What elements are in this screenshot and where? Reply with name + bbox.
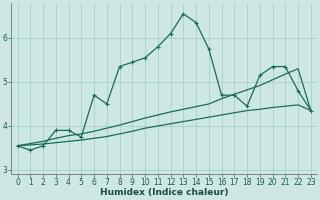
X-axis label: Humidex (Indice chaleur): Humidex (Indice chaleur) [100, 188, 228, 197]
